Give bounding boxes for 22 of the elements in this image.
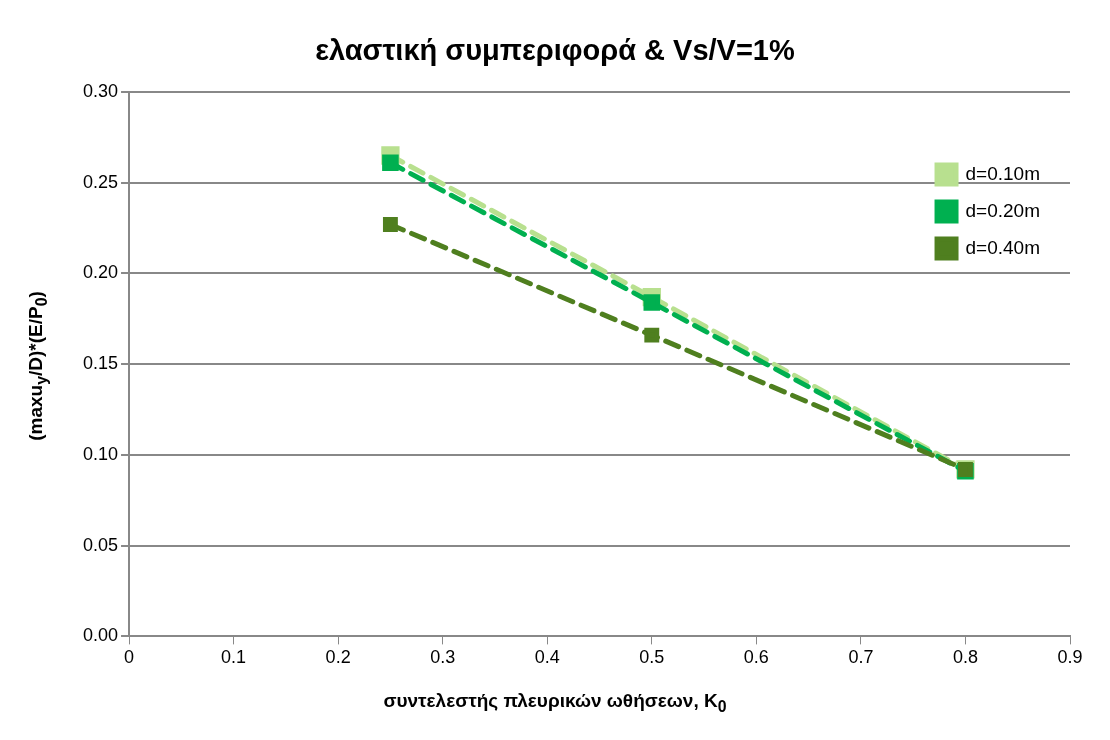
x-tick-label: 0.2	[325, 647, 351, 668]
y-tick-label: 0.00	[82, 625, 119, 646]
y-tick-label: 0.10	[82, 443, 119, 464]
x-tick-label: 0.9	[1057, 647, 1083, 668]
x-tick-label: 0.7	[848, 647, 874, 668]
legend-label: d=0.40m	[965, 236, 1041, 258]
y-tick-label: 0.30	[82, 80, 119, 101]
x-tick-label: 0.5	[639, 647, 665, 668]
y-tick-label: 0.05	[82, 534, 119, 555]
x-tick-label: 0.1	[221, 647, 247, 668]
x-tick-label: 0	[124, 647, 135, 668]
x-tick-label: 0.6	[743, 647, 769, 668]
chart-title: ελαστική συμπεριφορά & Vs/V=1%	[314, 34, 796, 67]
legend-label: d=0.10m	[965, 162, 1041, 184]
x-tick-label: 0.8	[952, 647, 978, 668]
x-axis-title: συντελεστής πλευρικών ωθήσεων, K$_{0}$	[382, 690, 728, 716]
y-tick-label: 0.25	[82, 171, 119, 192]
legend-label: d=0.20m	[965, 199, 1041, 221]
y-tick-label: 0.20	[82, 262, 119, 283]
y-tick-label: 0.15	[82, 353, 119, 374]
x-tick-label: 0.3	[430, 647, 456, 668]
x-tick-label: 0.4	[534, 647, 560, 668]
